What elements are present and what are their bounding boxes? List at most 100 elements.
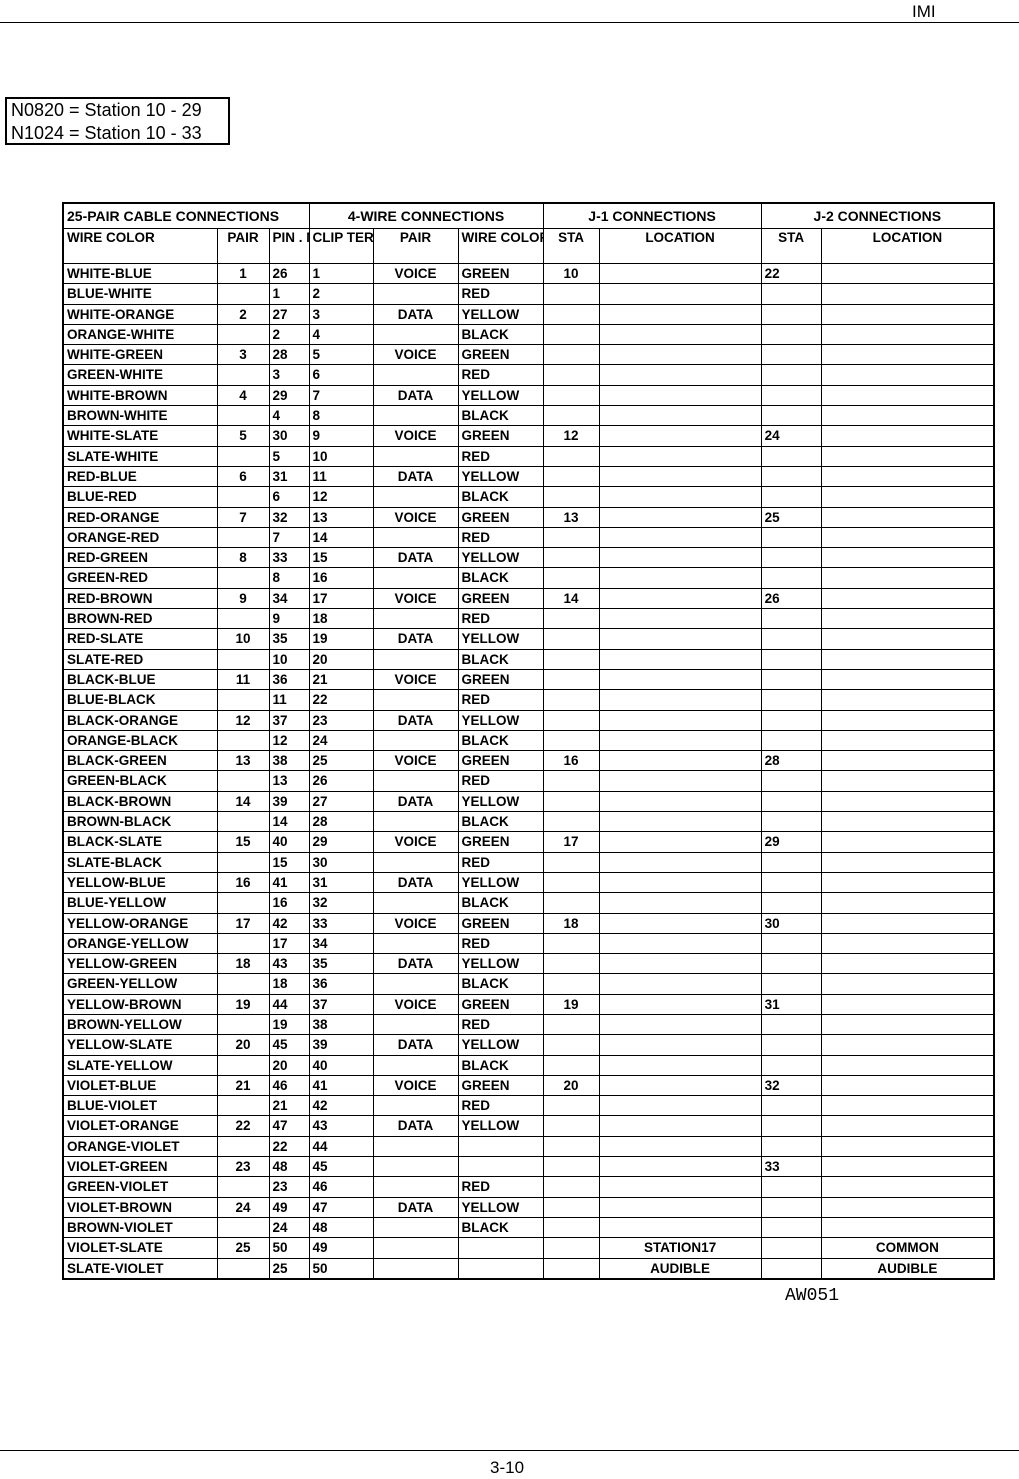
table-cell <box>820 1216 995 1239</box>
column-header: WIRE COLOR <box>62 228 218 264</box>
table-cell: VOICE <box>372 831 459 853</box>
table-cell: BLUE-WHITE <box>62 283 218 305</box>
table-cell: 1 <box>216 262 270 285</box>
table-cell <box>760 729 822 752</box>
table-cell: BLACK <box>457 567 544 589</box>
table-cell: YELLOW-BROWN <box>62 993 218 1015</box>
group-header: 4-WIRE CONNECTIONS <box>308 202 544 229</box>
table-cell: ORANGE-BLACK <box>62 729 218 752</box>
table-cell <box>820 323 995 346</box>
table-cell: DATA <box>372 384 459 407</box>
table-cell <box>542 1216 600 1239</box>
table-cell: GREEN <box>457 425 544 447</box>
table-cell <box>820 770 995 792</box>
table-cell: AUDIBLE <box>598 1257 762 1280</box>
column-header: PAIR <box>372 228 459 264</box>
table-cell: 10 <box>542 262 600 285</box>
table-cell: 25 <box>268 1257 310 1280</box>
table-cell: 2 <box>308 283 374 305</box>
table-cell <box>598 1176 762 1198</box>
table-cell <box>760 668 822 691</box>
table-cell: VOICE <box>372 1074 459 1097</box>
table-cell <box>760 1196 822 1218</box>
table-cell <box>598 811 762 833</box>
table-cell <box>820 668 995 691</box>
table-cell <box>542 1115 600 1137</box>
table-cell: GREEN-BLACK <box>62 770 218 792</box>
table-cell: SLATE-YELLOW <box>62 1054 218 1076</box>
table-row: SLATE-RED 10 20 BLACK <box>62 648 995 670</box>
table-cell <box>598 668 762 691</box>
table-cell <box>542 364 600 386</box>
table-cell <box>216 851 270 873</box>
table-cell: DATA <box>372 465 459 488</box>
table-cell <box>542 973 600 995</box>
table-cell: VOICE <box>372 262 459 285</box>
table-cell <box>216 932 270 955</box>
table-cell <box>372 323 459 346</box>
table-row: BROWN-YELLOW 19 38 RED <box>62 1013 995 1036</box>
table-cell <box>372 608 459 630</box>
table-row: BLACK-BROWN 14 39 27 DATA YELLOW <box>62 790 995 813</box>
table-cell: RED <box>457 283 544 305</box>
table-cell: BLACK <box>457 405 544 427</box>
table-cell: 33 <box>760 1156 822 1178</box>
table-cell: GREEN <box>457 831 544 853</box>
table-cell: ORANGE-RED <box>62 526 218 549</box>
table-row: GREEN-YELLOW 18 36 BLACK <box>62 973 995 995</box>
table-cell <box>820 1135 995 1158</box>
table-cell: 12 <box>268 729 310 752</box>
table-cell <box>216 486 270 508</box>
table-cell: 22 <box>216 1115 270 1137</box>
table-cell <box>598 384 762 407</box>
table-cell <box>820 445 995 467</box>
table-row: WHITE-ORANGE 2 27 3 DATA YELLOW <box>62 303 995 325</box>
table-cell: BROWN-RED <box>62 608 218 630</box>
table-cell: 31 <box>268 465 310 488</box>
table-cell: 29 <box>268 384 310 407</box>
header-label: IMI <box>912 2 936 21</box>
column-header: LOCATION <box>598 228 762 264</box>
table-cell <box>457 1156 544 1178</box>
table-cell <box>820 790 995 813</box>
table-row: YELLOW-BROWN 19 44 37 VOICE GREEN 19 31 <box>62 993 995 1015</box>
table-cell <box>216 405 270 427</box>
table-cell <box>457 1135 544 1158</box>
table-cell <box>216 689 270 711</box>
table-cell <box>216 1054 270 1076</box>
table-cell <box>542 1013 600 1036</box>
table-row: SLATE-YELLOW 20 40 BLACK <box>62 1054 995 1076</box>
table-cell: BLACK <box>457 648 544 670</box>
table-cell: 46 <box>268 1074 310 1097</box>
table-cell <box>760 405 822 427</box>
table-cell: 28 <box>760 750 822 772</box>
table-cell: RED <box>457 445 544 467</box>
table-cell: 12 <box>542 425 600 447</box>
table-cell: DATA <box>372 1196 459 1218</box>
table-cell: 31 <box>760 993 822 1015</box>
table-cell: YELLOW <box>457 303 544 325</box>
table-cell: 40 <box>308 1054 374 1076</box>
table-cell: 49 <box>308 1237 374 1259</box>
table-cell <box>542 283 600 305</box>
table-cell: 33 <box>268 547 310 569</box>
table-cell: AUDIBLE <box>820 1257 995 1280</box>
table-cell <box>457 1257 544 1280</box>
table-cell <box>598 932 762 955</box>
table-cell <box>542 851 600 873</box>
table-cell <box>542 668 600 691</box>
table-cell: 10 <box>308 445 374 467</box>
table-cell <box>820 1034 995 1056</box>
table-cell: 23 <box>308 709 374 731</box>
figure-id: AW051 <box>785 1286 840 1306</box>
table-cell: WHITE-GREEN <box>62 344 218 366</box>
column-header: LOCATION <box>820 228 995 264</box>
table-cell: BLACK-GREEN <box>62 750 218 772</box>
table-cell: 21 <box>216 1074 270 1097</box>
table-cell: 8 <box>268 567 310 589</box>
table-cell <box>542 608 600 630</box>
table-cell <box>216 567 270 589</box>
table-row: ORANGE-VIOLET 22 44 <box>62 1135 995 1158</box>
table-cell: RED <box>457 1095 544 1117</box>
table-cell <box>820 750 995 772</box>
